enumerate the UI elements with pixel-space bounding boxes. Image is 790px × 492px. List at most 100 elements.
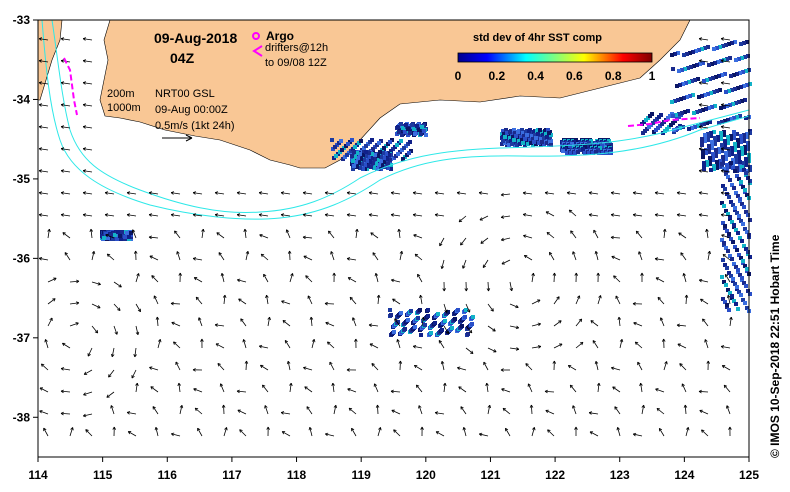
current-arrow: [414, 253, 423, 261]
current-arrow: [173, 341, 181, 349]
drifter-track-east: [627, 117, 701, 127]
current-arrow: [654, 257, 665, 261]
sst-patch: [395, 122, 428, 137]
current-arrow: [487, 303, 494, 312]
current-arrow: [615, 295, 621, 305]
current-arrow: [522, 213, 533, 217]
current-arrow: [60, 367, 71, 371]
current-arrow: [38, 257, 49, 261]
current-arrow: [588, 213, 599, 217]
current-arrow: [616, 427, 621, 437]
sst-patch: [560, 138, 613, 155]
current-arrow: [262, 384, 269, 393]
current-arrow: [192, 191, 203, 195]
current-arrow: [641, 404, 645, 415]
current-arrow: [706, 360, 710, 371]
current-arrow: [465, 347, 474, 354]
current-arrow: [460, 237, 467, 246]
current-arrow: [435, 431, 445, 437]
lon-tick-label: 124: [674, 468, 694, 482]
current-arrow: [240, 318, 247, 327]
argo-marker-icon: [252, 32, 260, 40]
current-arrow: [460, 406, 467, 415]
current-arrow: [654, 213, 665, 217]
current-arrow: [214, 213, 225, 217]
current-arrow: [698, 213, 709, 217]
current-arrow: [439, 237, 445, 247]
lon-tick: 125: [739, 457, 759, 482]
current-arrow: [531, 322, 541, 327]
current-arrow: [198, 317, 203, 327]
current-arrow: [720, 191, 731, 195]
current-arrow: [217, 362, 225, 371]
current-arrow: [170, 213, 181, 217]
current-arrow: [324, 213, 335, 217]
current-arrow: [44, 339, 49, 349]
current-arrow: [442, 281, 446, 292]
current-arrow: [569, 384, 577, 393]
current-arrow: [171, 321, 181, 327]
colorbar-tick-label: 1: [649, 69, 656, 83]
current-arrow: [69, 301, 80, 305]
current-arrow: [635, 230, 643, 239]
current-arrow: [331, 382, 335, 393]
current-arrow: [265, 294, 269, 305]
sst-patch: [670, 40, 752, 133]
current-arrow: [553, 320, 562, 327]
lon-tick: 114: [28, 457, 48, 482]
current-arrow: [613, 275, 621, 283]
current-arrow: [683, 404, 688, 415]
current-arrow: [500, 368, 510, 372]
current-arrow: [681, 383, 687, 393]
current-arrow: [596, 272, 600, 283]
current-arrow: [135, 303, 141, 313]
current-arrow: [175, 361, 181, 371]
current-arrow: [531, 427, 536, 437]
lon-tick-label: 114: [28, 468, 48, 482]
current-arrow: [376, 294, 381, 305]
current-arrow: [64, 252, 71, 261]
current-arrow: [726, 294, 731, 305]
current-arrow: [333, 404, 338, 415]
current-arrow: [420, 426, 424, 437]
current-arrow: [638, 251, 643, 261]
current-arrow: [610, 191, 621, 195]
isobath-200m: [51, 19, 750, 213]
current-arrow: [110, 347, 115, 358]
colorbar-tick-label: 0: [455, 69, 462, 83]
current-arrow: [303, 255, 313, 261]
current-arrow: [328, 230, 335, 239]
current-arrow: [505, 427, 511, 437]
current-arrow: [574, 272, 579, 283]
lon-tick: 123: [610, 457, 630, 482]
current-arrow: [38, 147, 49, 151]
current-arrow: [509, 325, 520, 330]
current-arrow: [418, 405, 423, 415]
current-arrow: [280, 191, 291, 195]
current-arrow: [572, 405, 577, 415]
current-arrow: [700, 298, 709, 305]
current-arrow: [131, 229, 137, 239]
current-arrow: [440, 360, 445, 371]
current-arrow: [457, 366, 467, 371]
current-arrow: [223, 427, 228, 437]
current-arrow: [346, 191, 357, 195]
current-arrow: [60, 37, 71, 41]
current-arrow: [676, 213, 687, 217]
current-arrow: [575, 341, 584, 349]
current-arrow: [588, 191, 599, 195]
current-arrow: [487, 404, 492, 415]
current-arrow: [723, 384, 731, 393]
current-arrow: [509, 347, 520, 351]
current-arrow: [720, 103, 731, 107]
current-arrow: [662, 228, 667, 239]
lon-tick: 117: [222, 457, 242, 482]
current-arrow: [413, 364, 423, 371]
current-arrow: [112, 426, 116, 437]
current-arrow: [523, 254, 533, 261]
current-arrow: [258, 191, 269, 195]
current-arrow: [392, 298, 401, 305]
current-arrow: [661, 338, 666, 349]
lat-tick-label: -33: [13, 13, 31, 27]
current-arrow: [412, 191, 423, 195]
